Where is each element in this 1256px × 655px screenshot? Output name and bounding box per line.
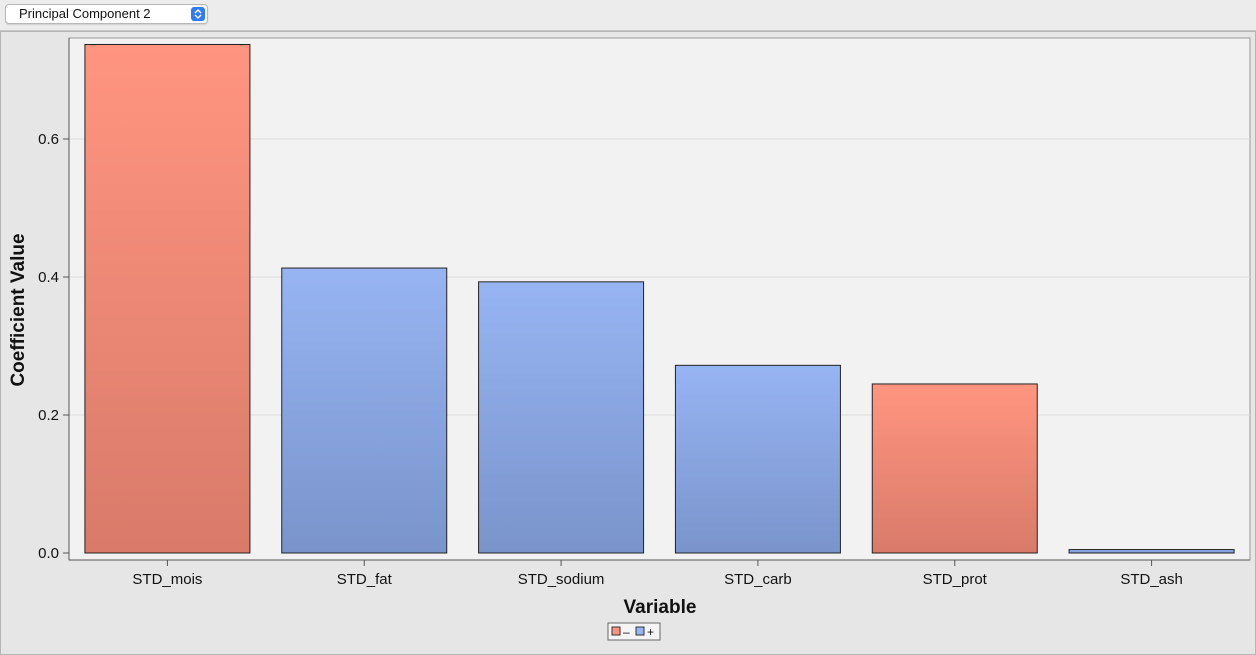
plot-area bbox=[68, 37, 1251, 561]
bars bbox=[84, 43, 1235, 554]
legend: – + bbox=[607, 622, 661, 641]
principal-component-select[interactable]: Principal Component 2 bbox=[5, 4, 208, 24]
y-tick-label: 0.0 bbox=[38, 545, 59, 562]
legend-label-negative: – bbox=[623, 625, 630, 639]
updown-chevron-icon[interactable] bbox=[191, 7, 205, 21]
bar-STD_fat bbox=[281, 267, 448, 554]
legend-label-positive: + bbox=[647, 625, 654, 639]
x-tick-label: STD_sodium bbox=[518, 571, 605, 588]
y-axis-title: Coefficient Value bbox=[8, 233, 29, 386]
x-tick-label: STD_fat bbox=[337, 571, 393, 588]
y-tick-label: 0.2 bbox=[38, 407, 59, 424]
x-axis-title: Variable bbox=[624, 597, 697, 618]
legend-box bbox=[607, 622, 661, 641]
x-tick-label: STD_carb bbox=[724, 571, 792, 588]
bar-STD_carb bbox=[674, 364, 841, 554]
bar-STD_ash bbox=[1068, 549, 1235, 554]
bar-STD_mois bbox=[84, 43, 251, 554]
toolbar: Principal Component 2 bbox=[0, 0, 1256, 31]
bar-chart: 0.0 0.2 0.4 0.6 STD_mois STD_fat STD_sodium STD… bbox=[8, 37, 1251, 641]
gridlines bbox=[69, 138, 1250, 416]
legend-swatch-positive bbox=[635, 626, 645, 636]
chart-panel: 0.0 0.2 0.4 0.6 STD_mois STD_fat STD_sodium STD… bbox=[0, 31, 1256, 655]
y-tick-label: 0.6 bbox=[38, 131, 59, 148]
y-tick-label: 0.4 bbox=[38, 269, 59, 286]
x-tick-label: STD_prot bbox=[923, 571, 988, 588]
axes: 0.0 0.2 0.4 0.6 STD_mois STD_fat STD_sodium STD… bbox=[38, 38, 1250, 588]
x-tick-label: STD_mois bbox=[132, 571, 202, 588]
legend-swatch-negative bbox=[611, 626, 621, 636]
bar-STD_sodium bbox=[478, 281, 645, 554]
x-tick-label: STD_ash bbox=[1120, 571, 1183, 588]
bar-STD_prot bbox=[871, 383, 1038, 554]
principal-component-select-label: Principal Component 2 bbox=[19, 6, 151, 21]
